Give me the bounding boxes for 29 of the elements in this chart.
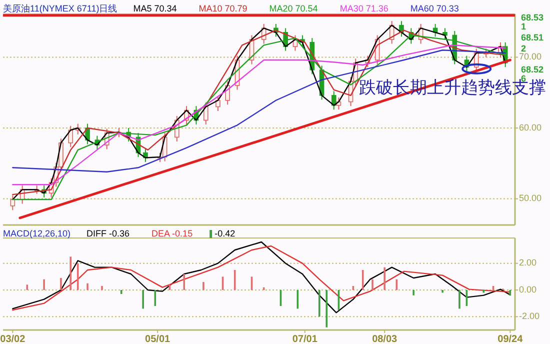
x-tick-label: 05/01 [145,334,171,344]
x-tick-label: 08/03 [372,334,398,344]
y-tick-label: 2.00 [519,258,537,268]
x-tick-label: 03/02 [0,334,26,344]
text: MA20 70.54 [269,3,318,14]
text: 68.53 [521,12,544,22]
candlestick [68,125,74,148]
legend-label: -0.42 [214,228,236,238]
text: 1 [521,21,526,32]
text: 68.51 [521,32,544,42]
text: DEA -0.15 [152,228,193,238]
y-tick-label: 60.00 [519,122,542,132]
text: 2 [521,43,526,54]
y-tick-label: 50.00 [519,193,542,204]
text: MA5 70.34 [133,3,177,14]
x-tick-label: 07/01 [292,334,318,344]
y-tick-label: -2.00 [519,311,540,322]
candlestick [10,194,16,211]
text: MA60 70.33 [410,3,459,14]
chart-title: MACD(12,26,10) [3,228,71,238]
x-tick-label: 09/24 [498,334,524,344]
chart-title: 美原油11(NYMEX 6711)日线 [3,3,118,14]
text: 68.52 [521,64,544,74]
y-tick-label: 0.00 [519,284,537,294]
text: MA30 71.36 [340,3,388,14]
y-tick-label: 70.00 [519,52,542,62]
text: DIFF -0.36 [86,228,130,238]
text: MA10 70.79 [198,3,248,14]
candlestick [216,96,220,112]
